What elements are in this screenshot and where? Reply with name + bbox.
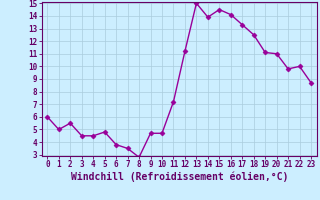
X-axis label: Windchill (Refroidissement éolien,°C): Windchill (Refroidissement éolien,°C) [70,172,288,182]
